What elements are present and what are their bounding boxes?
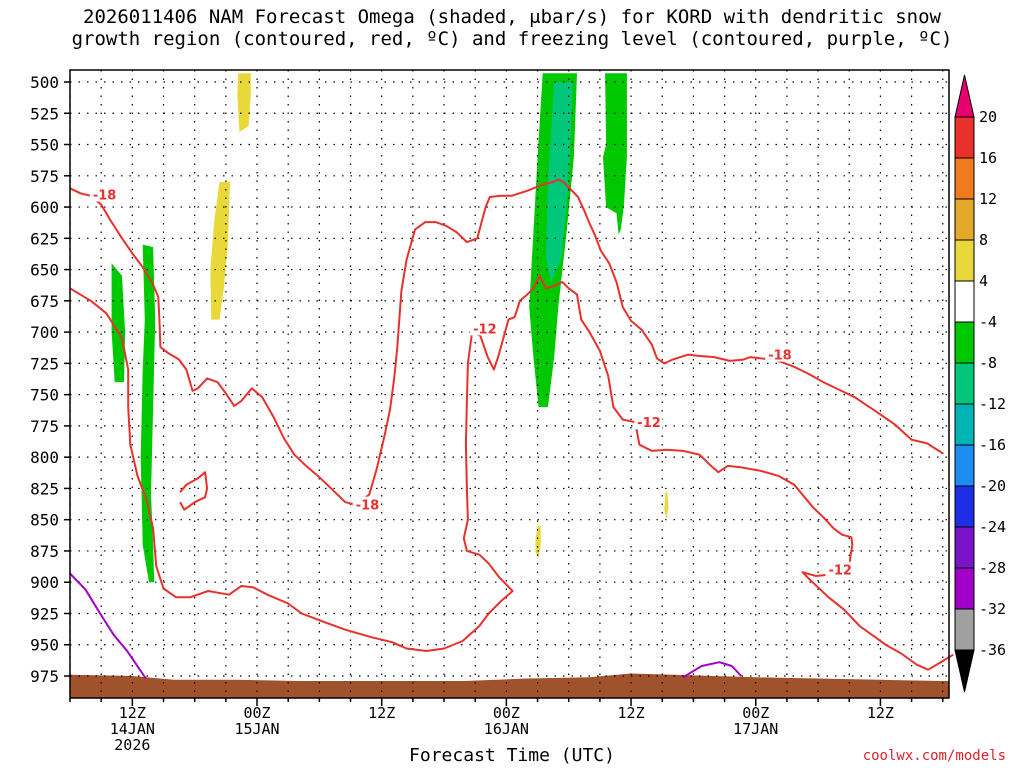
x-tick-label: 12Z	[867, 704, 894, 722]
y-tick-label: 900	[30, 573, 59, 592]
y-tick-label: 775	[30, 417, 59, 436]
omega-region-4	[603, 73, 627, 235]
colorbar-label: -24	[979, 518, 1006, 536]
y-tick-label: 575	[30, 167, 59, 186]
colorbar-label: 16	[979, 149, 997, 167]
colorbar-label: -36	[979, 641, 1006, 659]
omega-region-3	[545, 82, 573, 283]
y-tick-label: 700	[30, 323, 59, 342]
x-tick-label: 12Z	[119, 704, 146, 722]
y-tick-label: 925	[30, 604, 59, 623]
y-tick-label: 600	[30, 198, 59, 217]
y-tick-label: 725	[30, 354, 59, 373]
y-tick-label: 950	[30, 636, 59, 655]
y-tick-label: 525	[30, 104, 59, 123]
colorbar-swatch	[954, 403, 975, 446]
colorbar-swatch	[954, 485, 975, 528]
x-tick-label: 2026	[114, 736, 150, 754]
x-tick-label: 12Z	[368, 704, 395, 722]
contour-label: -18	[93, 189, 117, 204]
contour-line-2	[179, 471, 209, 511]
omega-region-0	[111, 263, 126, 383]
y-tick-label: 500	[30, 73, 59, 92]
contour-label: -12	[828, 564, 852, 579]
y-tick-label: 875	[30, 542, 59, 561]
contour-layer: -18 -18 -18 -12 -12 -12	[69, 178, 954, 680]
x-tick-label: 16JAN	[484, 720, 529, 738]
colorbar-swatch	[954, 280, 975, 323]
contour-label-bg	[825, 561, 854, 577]
plot-frame	[69, 69, 950, 699]
x-tick-label: 00Z	[243, 704, 270, 722]
x-tick-label: 00Z	[742, 704, 769, 722]
y-tick-label: 800	[30, 448, 59, 467]
x-tick-label: 00Z	[493, 704, 520, 722]
colorbar-label: -12	[979, 395, 1006, 413]
colorbar-label: -8	[979, 354, 997, 372]
colorbar-label: 12	[979, 190, 997, 208]
y-tick-label: 625	[30, 229, 59, 248]
omega-region-6	[210, 182, 230, 320]
colorbar-label: -16	[979, 436, 1006, 454]
omega-region-8	[664, 492, 669, 520]
colorbar: 20 16 12 8 4 -4 -8 -12 -16 -20 -24 -28 -32 -36	[954, 74, 1006, 693]
omega-region-5	[237, 73, 251, 132]
colorbar-label: 8	[979, 231, 988, 249]
contour-label: -12	[473, 322, 497, 337]
colorbar-label: 20	[979, 108, 997, 126]
terrain-fill	[70, 673, 949, 698]
colorbar-top-arrow	[954, 74, 975, 118]
colorbar-swatch	[954, 198, 975, 241]
contour-label: -18	[768, 349, 792, 364]
colorbar-label: -32	[979, 600, 1006, 618]
contour-line-4	[69, 274, 954, 671]
colorbar-label: -28	[979, 559, 1006, 577]
omega-region-7	[535, 525, 541, 558]
x-tick-label: 17JAN	[733, 720, 778, 738]
site-credit: coolwx.com/models	[862, 748, 1006, 764]
contour-line-0	[69, 178, 944, 506]
omega-region-1	[140, 244, 156, 583]
y-tick-label: 750	[30, 386, 59, 405]
contour-label: -12	[637, 416, 661, 431]
x-tick-label: 15JAN	[234, 720, 279, 738]
colorbar-bottom-arrow	[954, 649, 975, 693]
contour-label-bg	[470, 320, 499, 336]
colorbar-label: -20	[979, 477, 1006, 495]
y-tick-label: 675	[30, 292, 59, 311]
contour-label-bg	[89, 186, 118, 202]
contour-label-bg	[634, 414, 663, 430]
colorbar-swatch	[954, 239, 975, 282]
contour-line-8	[682, 661, 742, 679]
x-tick-label: 12Z	[618, 704, 645, 722]
y-axis: 500 525 550 575 600 625 650 675 700 725 750 775 800 8…	[30, 73, 70, 686]
colorbar-swatch	[954, 567, 975, 610]
contour-line-7	[69, 572, 147, 680]
contour-label-bg	[352, 496, 381, 512]
colorbar-swatch	[954, 526, 975, 569]
contour-label: -18	[356, 499, 380, 514]
plot-border	[69, 69, 950, 699]
y-tick-label: 650	[30, 261, 59, 280]
colorbar-swatch	[954, 362, 975, 405]
colorbar-swatch	[954, 157, 975, 200]
x-axis-title: Forecast Time (UTC)	[409, 745, 615, 766]
colorbar-swatch	[954, 321, 975, 364]
y-tick-label: 850	[30, 511, 59, 530]
colorbar-label: -4	[979, 313, 997, 331]
omega-shading-layer	[111, 73, 669, 583]
colorbar-label: 4	[979, 272, 988, 290]
chart-title: 2026011406 NAM Forecast Omega (shaded, μ…	[71, 6, 953, 50]
y-tick-label: 550	[30, 136, 59, 155]
terrain-layer	[70, 673, 949, 698]
y-tick-label: 825	[30, 479, 59, 498]
y-tick-label: 975	[30, 667, 59, 686]
contour-label-bg	[765, 346, 794, 362]
colorbar-swatch	[954, 444, 975, 487]
x-tick-label: 14JAN	[110, 720, 155, 738]
colorbar-swatch	[954, 116, 975, 159]
colorbar-swatch	[954, 608, 975, 651]
